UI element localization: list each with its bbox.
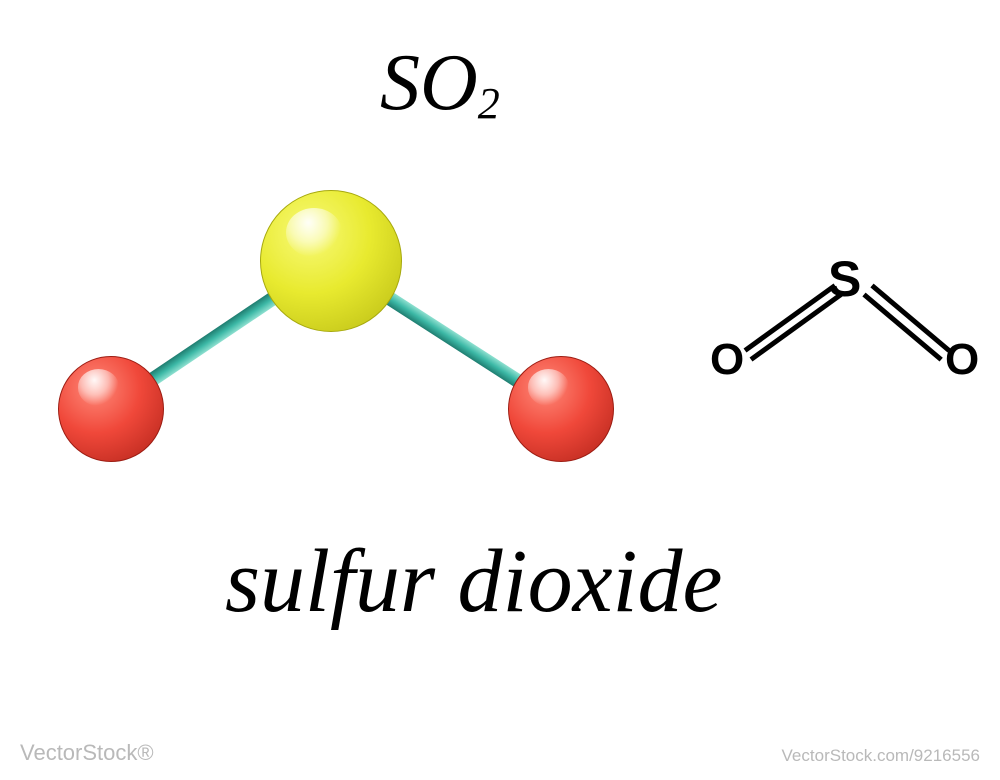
- double-bond-right-1: [863, 292, 943, 361]
- chemical-formula: SO2: [380, 38, 500, 129]
- atom-sulfur: [260, 190, 402, 332]
- structural-o-left: O: [710, 335, 744, 385]
- molecule-figure: SO2 S O O sulfur dioxide VectorStock® Ve…: [0, 0, 1000, 780]
- double-bond-left-1: [743, 284, 836, 353]
- formula-subscript: 2: [478, 79, 500, 128]
- double-bond-left-2: [750, 292, 843, 361]
- atom-oxygen-left: [58, 356, 164, 462]
- double-bond-right-2: [870, 284, 950, 353]
- atom-oxygen-right: [508, 356, 614, 462]
- watermark-url: VectorStock.com/9216556: [782, 746, 980, 766]
- compound-name: sulfur dioxide: [225, 530, 722, 633]
- formula-so: SO: [380, 39, 478, 127]
- watermark-brand: VectorStock®: [20, 740, 154, 766]
- structural-o-right: O: [945, 335, 979, 385]
